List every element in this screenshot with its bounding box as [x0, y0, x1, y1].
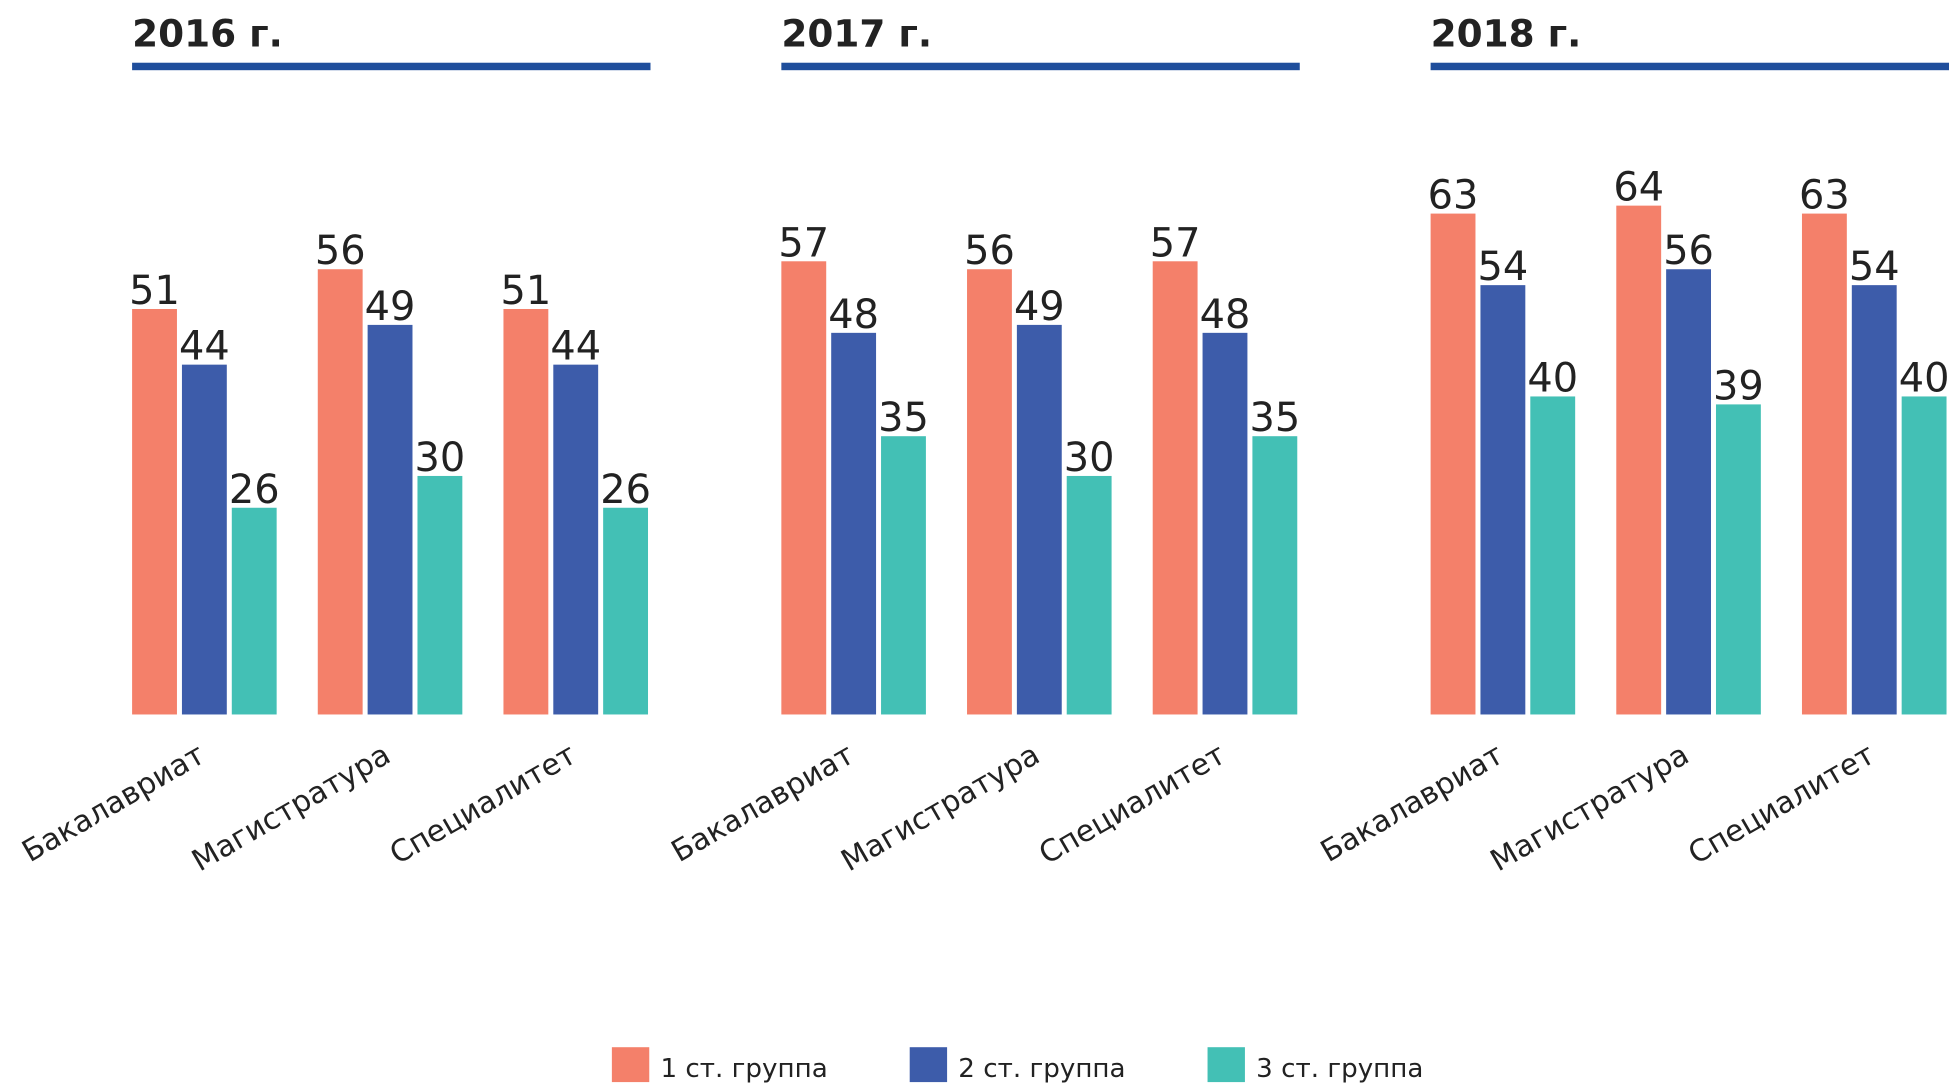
- bar: [1715, 404, 1761, 715]
- x-tick-label: Специалитет: [1033, 737, 1231, 872]
- data-label: 49: [365, 284, 416, 330]
- data-label: 51: [129, 268, 180, 314]
- bar: [231, 507, 277, 715]
- bar: [1152, 261, 1198, 715]
- bar: [1202, 332, 1248, 715]
- bar: [1616, 205, 1662, 715]
- data-label: 51: [501, 268, 552, 314]
- data-label: 57: [1150, 220, 1201, 266]
- bar: [1480, 285, 1526, 715]
- x-tick-label: Магистратура: [835, 737, 1045, 879]
- legend-label: 1 ст. группа: [660, 1054, 827, 1084]
- data-label: 44: [179, 324, 230, 370]
- data-label: 48: [828, 292, 879, 338]
- chart-title: 2017 г.: [781, 12, 932, 56]
- bar: [967, 269, 1012, 715]
- data-label: 35: [878, 395, 929, 441]
- bar: [553, 364, 599, 715]
- bar: [1851, 285, 1897, 715]
- legend-label: 2 ст. группа: [958, 1054, 1125, 1084]
- legend-label: 3 ст. группа: [1256, 1054, 1423, 1084]
- data-label: 26: [229, 467, 280, 513]
- bar: [781, 261, 827, 715]
- title-underline: [1430, 62, 1950, 71]
- title-underline: [132, 62, 651, 71]
- legend-swatch: [909, 1047, 948, 1083]
- data-label: 40: [1899, 355, 1950, 401]
- bar: [831, 332, 877, 715]
- x-tick-label: Специалитет: [1683, 737, 1881, 872]
- bar: [1016, 324, 1062, 715]
- bar: [417, 475, 463, 715]
- data-label: 56: [964, 228, 1015, 274]
- data-label: 30: [1064, 435, 1115, 481]
- bar: [1430, 213, 1476, 715]
- title-underline: [781, 62, 1300, 71]
- data-label: 56: [1663, 228, 1714, 274]
- bar: [181, 364, 227, 715]
- data-label: 63: [1799, 173, 1850, 219]
- data-label: 26: [600, 467, 651, 513]
- bar: [1801, 213, 1847, 715]
- data-label: 57: [778, 220, 829, 266]
- bar: [603, 507, 649, 715]
- bar: [367, 324, 413, 715]
- bar: [132, 308, 177, 715]
- data-label: 30: [415, 435, 466, 481]
- data-label: 49: [1014, 284, 1065, 330]
- data-label: 56: [315, 228, 366, 274]
- data-label: 54: [1478, 244, 1529, 290]
- data-label: 40: [1527, 355, 1578, 401]
- data-label: 54: [1849, 244, 1900, 290]
- x-tick-label: Магистратура: [186, 737, 396, 879]
- legend-swatch: [1207, 1047, 1245, 1083]
- bar: [503, 308, 549, 715]
- legend-swatch: [611, 1047, 650, 1083]
- x-tick-label: Магистратура: [1485, 737, 1695, 879]
- data-label: 39: [1713, 363, 1764, 409]
- chart-title: 2016 г.: [132, 12, 283, 56]
- x-tick-label: Бакалавриат: [666, 737, 860, 869]
- x-tick-label: Бакалавриат: [1315, 737, 1509, 869]
- bar: [1666, 269, 1711, 715]
- x-tick-label: Бакалавриат: [16, 737, 210, 869]
- bar: [1066, 475, 1112, 715]
- data-label: 63: [1428, 173, 1479, 219]
- bar: [1252, 436, 1298, 715]
- bar: [1901, 396, 1947, 715]
- data-label: 48: [1200, 292, 1251, 338]
- data-label: 64: [1613, 165, 1664, 211]
- data-label: 35: [1249, 395, 1300, 441]
- data-label: 44: [550, 324, 601, 370]
- bar: [881, 436, 926, 715]
- chart-title: 2018 г.: [1431, 12, 1582, 56]
- x-tick-label: Специалитет: [384, 737, 582, 872]
- bar: [1530, 396, 1576, 715]
- bar: [317, 269, 363, 715]
